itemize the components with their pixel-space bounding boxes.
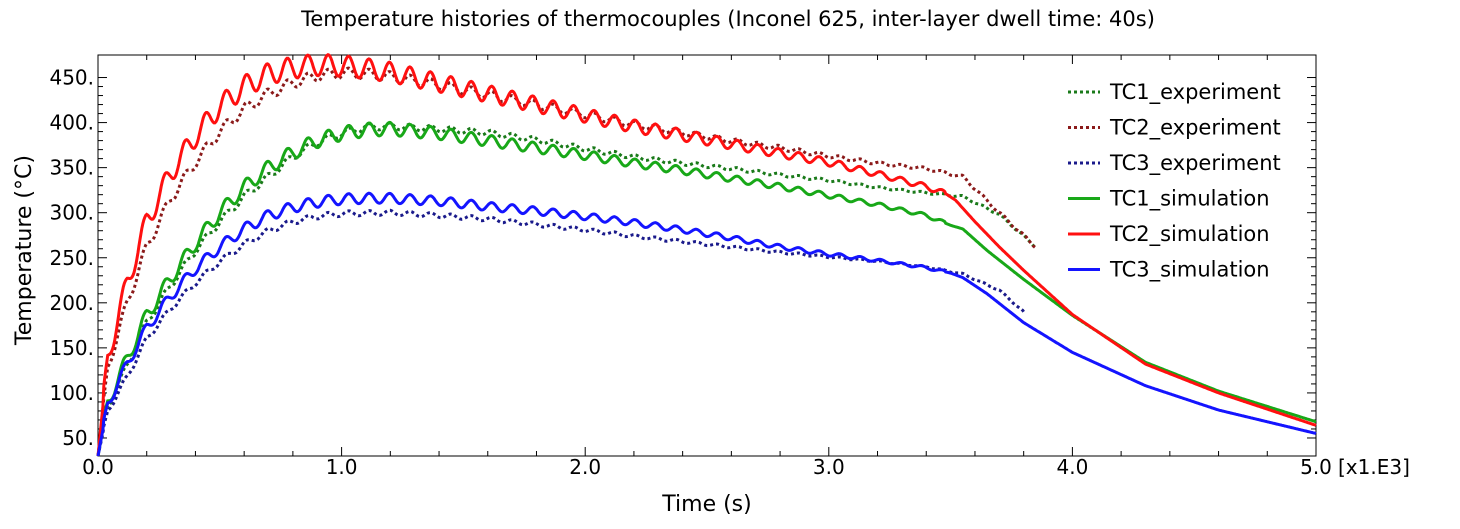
y-tick-label: 100.: [49, 381, 94, 405]
x-tick-label: 3.0: [813, 455, 845, 479]
series-layer: [96, 53, 1317, 457]
legend-label: TC3_experiment: [1109, 151, 1281, 176]
legend-label: TC1_simulation: [1109, 187, 1270, 212]
series-line-tc2-simulation: [96, 53, 1317, 457]
x-tick-label: 2.0: [569, 455, 601, 479]
axis-ticks: [97, 55, 1317, 456]
legend-label: TC1_experiment: [1109, 80, 1281, 105]
y-axis-title: Temperature (°C): [12, 155, 37, 346]
x-tick-label: 0.0: [82, 455, 114, 479]
x-tick-label: 5.0: [1300, 455, 1332, 479]
series-line-tc1-experiment: [96, 121, 1037, 457]
x-tick-label: 1.0: [326, 455, 358, 479]
y-tick-label: 250.: [49, 246, 94, 270]
y-tick-label: 450.: [49, 66, 94, 90]
legend-label: TC2_simulation: [1109, 222, 1270, 247]
series-line-tc3-simulation: [96, 191, 1317, 457]
x-scale-label: [x1.E3]: [1338, 455, 1410, 479]
y-tick-label: 400.: [49, 111, 94, 135]
x-axis-title: Time (s): [661, 492, 751, 517]
legend-label: TC3_simulation: [1109, 258, 1270, 283]
y-tick-label: 150.: [49, 336, 94, 360]
plot-frame: [97, 54, 1317, 457]
y-tick-label: 200.: [49, 291, 94, 315]
y-tick-label: 50.: [62, 426, 94, 450]
legend: TC1_experiment TC2_experiment TC3_experime…: [1068, 80, 1281, 283]
y-tick-labels: 50. 100. 150. 200. 250. 300. 350. 400. 450.: [49, 66, 94, 450]
series-line-tc3-experiment: [96, 208, 1025, 457]
x-tick-label: 4.0: [1056, 455, 1088, 479]
x-tick-labels: 0.0 1.0 2.0 3.0 4.0 5.0: [82, 455, 1332, 479]
y-tick-label: 350.: [49, 156, 94, 180]
legend-label: TC2_experiment: [1109, 116, 1281, 141]
y-tick-label: 300.: [49, 201, 94, 225]
chart-title: Temperature histories of thermocouples (…: [300, 7, 1155, 31]
